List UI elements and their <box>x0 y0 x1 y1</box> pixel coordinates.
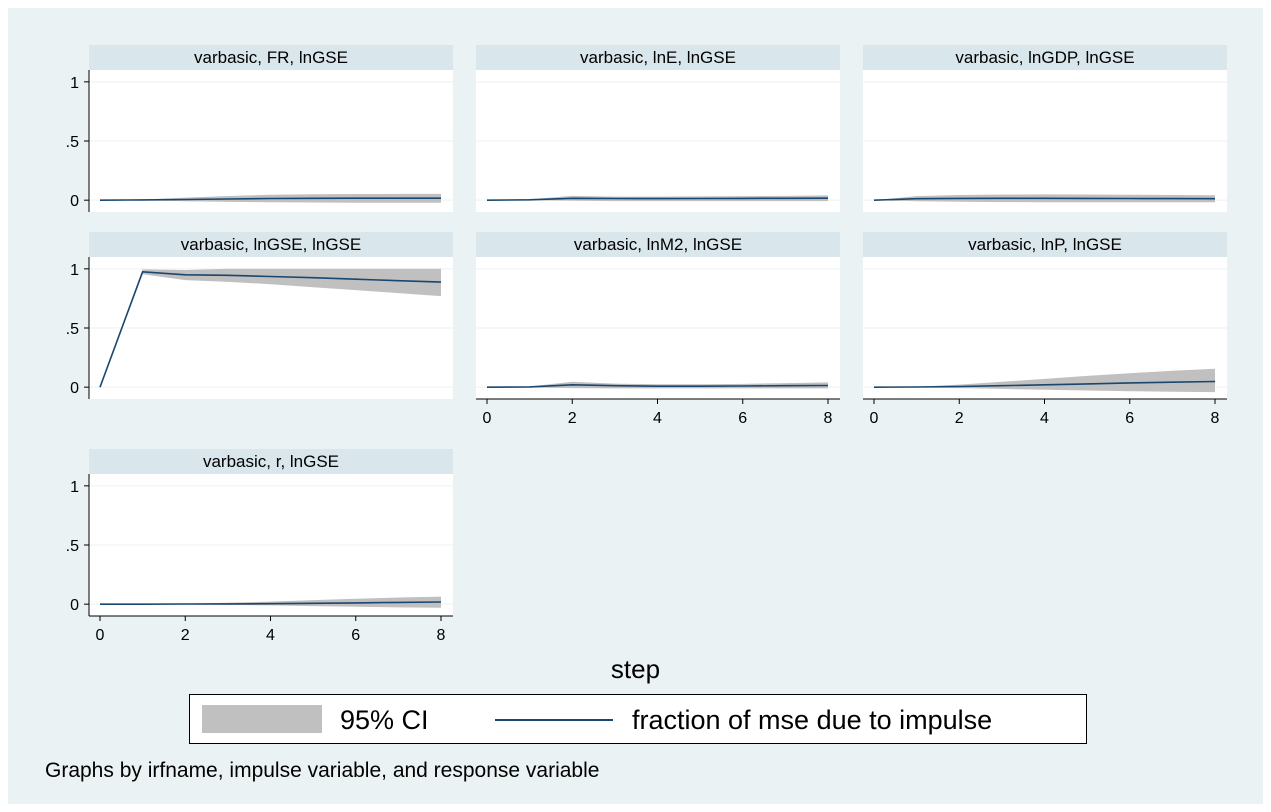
x-tick-label: 8 <box>437 627 446 644</box>
panel-title: varbasic, lnGDP, lnGSE <box>955 48 1134 67</box>
y-tick-label: 0 <box>70 193 79 210</box>
series-line <box>873 380 1216 389</box>
legend-ci-swatch <box>202 705 322 733</box>
series-line <box>486 383 829 388</box>
x-tick-label: 6 <box>1125 410 1134 427</box>
panel-header-bg <box>89 45 453 70</box>
legend-ci-label: 95% CI <box>340 705 429 735</box>
series-line <box>99 270 442 388</box>
panel-header-bg <box>89 449 453 474</box>
panel-title: varbasic, r, lnGSE <box>203 452 339 471</box>
x-tick-label: 6 <box>351 627 360 644</box>
y-tick-label: 1 <box>70 262 79 279</box>
panel-header-bg <box>476 45 840 70</box>
ci-band <box>100 596 441 608</box>
legend: 95% CI fraction of mse due to impulse <box>189 694 1087 744</box>
x-tick-label: 4 <box>653 410 662 427</box>
panel-header-bg <box>89 232 453 257</box>
x-tick-label: 2 <box>568 410 577 427</box>
x-tick-label: 4 <box>1040 410 1049 427</box>
x-tick-label: 2 <box>181 627 190 644</box>
panel-title: varbasic, FR, lnGSE <box>194 48 348 67</box>
y-tick-label: 0 <box>70 380 79 397</box>
x-tick-label: 6 <box>738 410 747 427</box>
panel-title: varbasic, lnP, lnGSE <box>968 235 1122 254</box>
panel-title: varbasic, lnE, lnGSE <box>580 48 736 67</box>
y-tick-label: .5 <box>66 538 79 555</box>
series-line <box>100 601 442 606</box>
x-tick-label: 8 <box>1211 410 1220 427</box>
series-line <box>486 197 829 201</box>
x-axis-title: step <box>610 654 661 684</box>
y-tick-label: 1 <box>70 479 79 496</box>
y-tick-label: .5 <box>66 321 79 338</box>
x-tick-label: 2 <box>955 410 964 427</box>
graph-note: Graphs by irfname, impulse variable, and… <box>45 759 600 782</box>
panel-header-bg <box>863 232 1227 257</box>
series-line <box>99 197 441 201</box>
panel-title: varbasic, lnM2, lnGSE <box>574 235 742 254</box>
x-tick-label: 0 <box>483 410 492 427</box>
y-tick-label: .5 <box>66 134 79 151</box>
legend-line-label: fraction of mse due to impulse <box>632 705 993 735</box>
panel-header-bg <box>863 45 1227 70</box>
x-tick-label: 8 <box>824 410 833 427</box>
x-tick-label: 0 <box>870 410 879 427</box>
panel-header-bg <box>476 232 840 257</box>
series-line <box>873 197 1216 201</box>
x-tick-label: 0 <box>96 627 105 644</box>
panel-title: varbasic, lnGSE, lnGSE <box>181 235 361 254</box>
y-tick-label: 0 <box>70 597 79 614</box>
x-tick-label: 4 <box>266 627 275 644</box>
legend-line-swatch <box>495 719 613 721</box>
y-tick-label: 1 <box>70 75 79 92</box>
